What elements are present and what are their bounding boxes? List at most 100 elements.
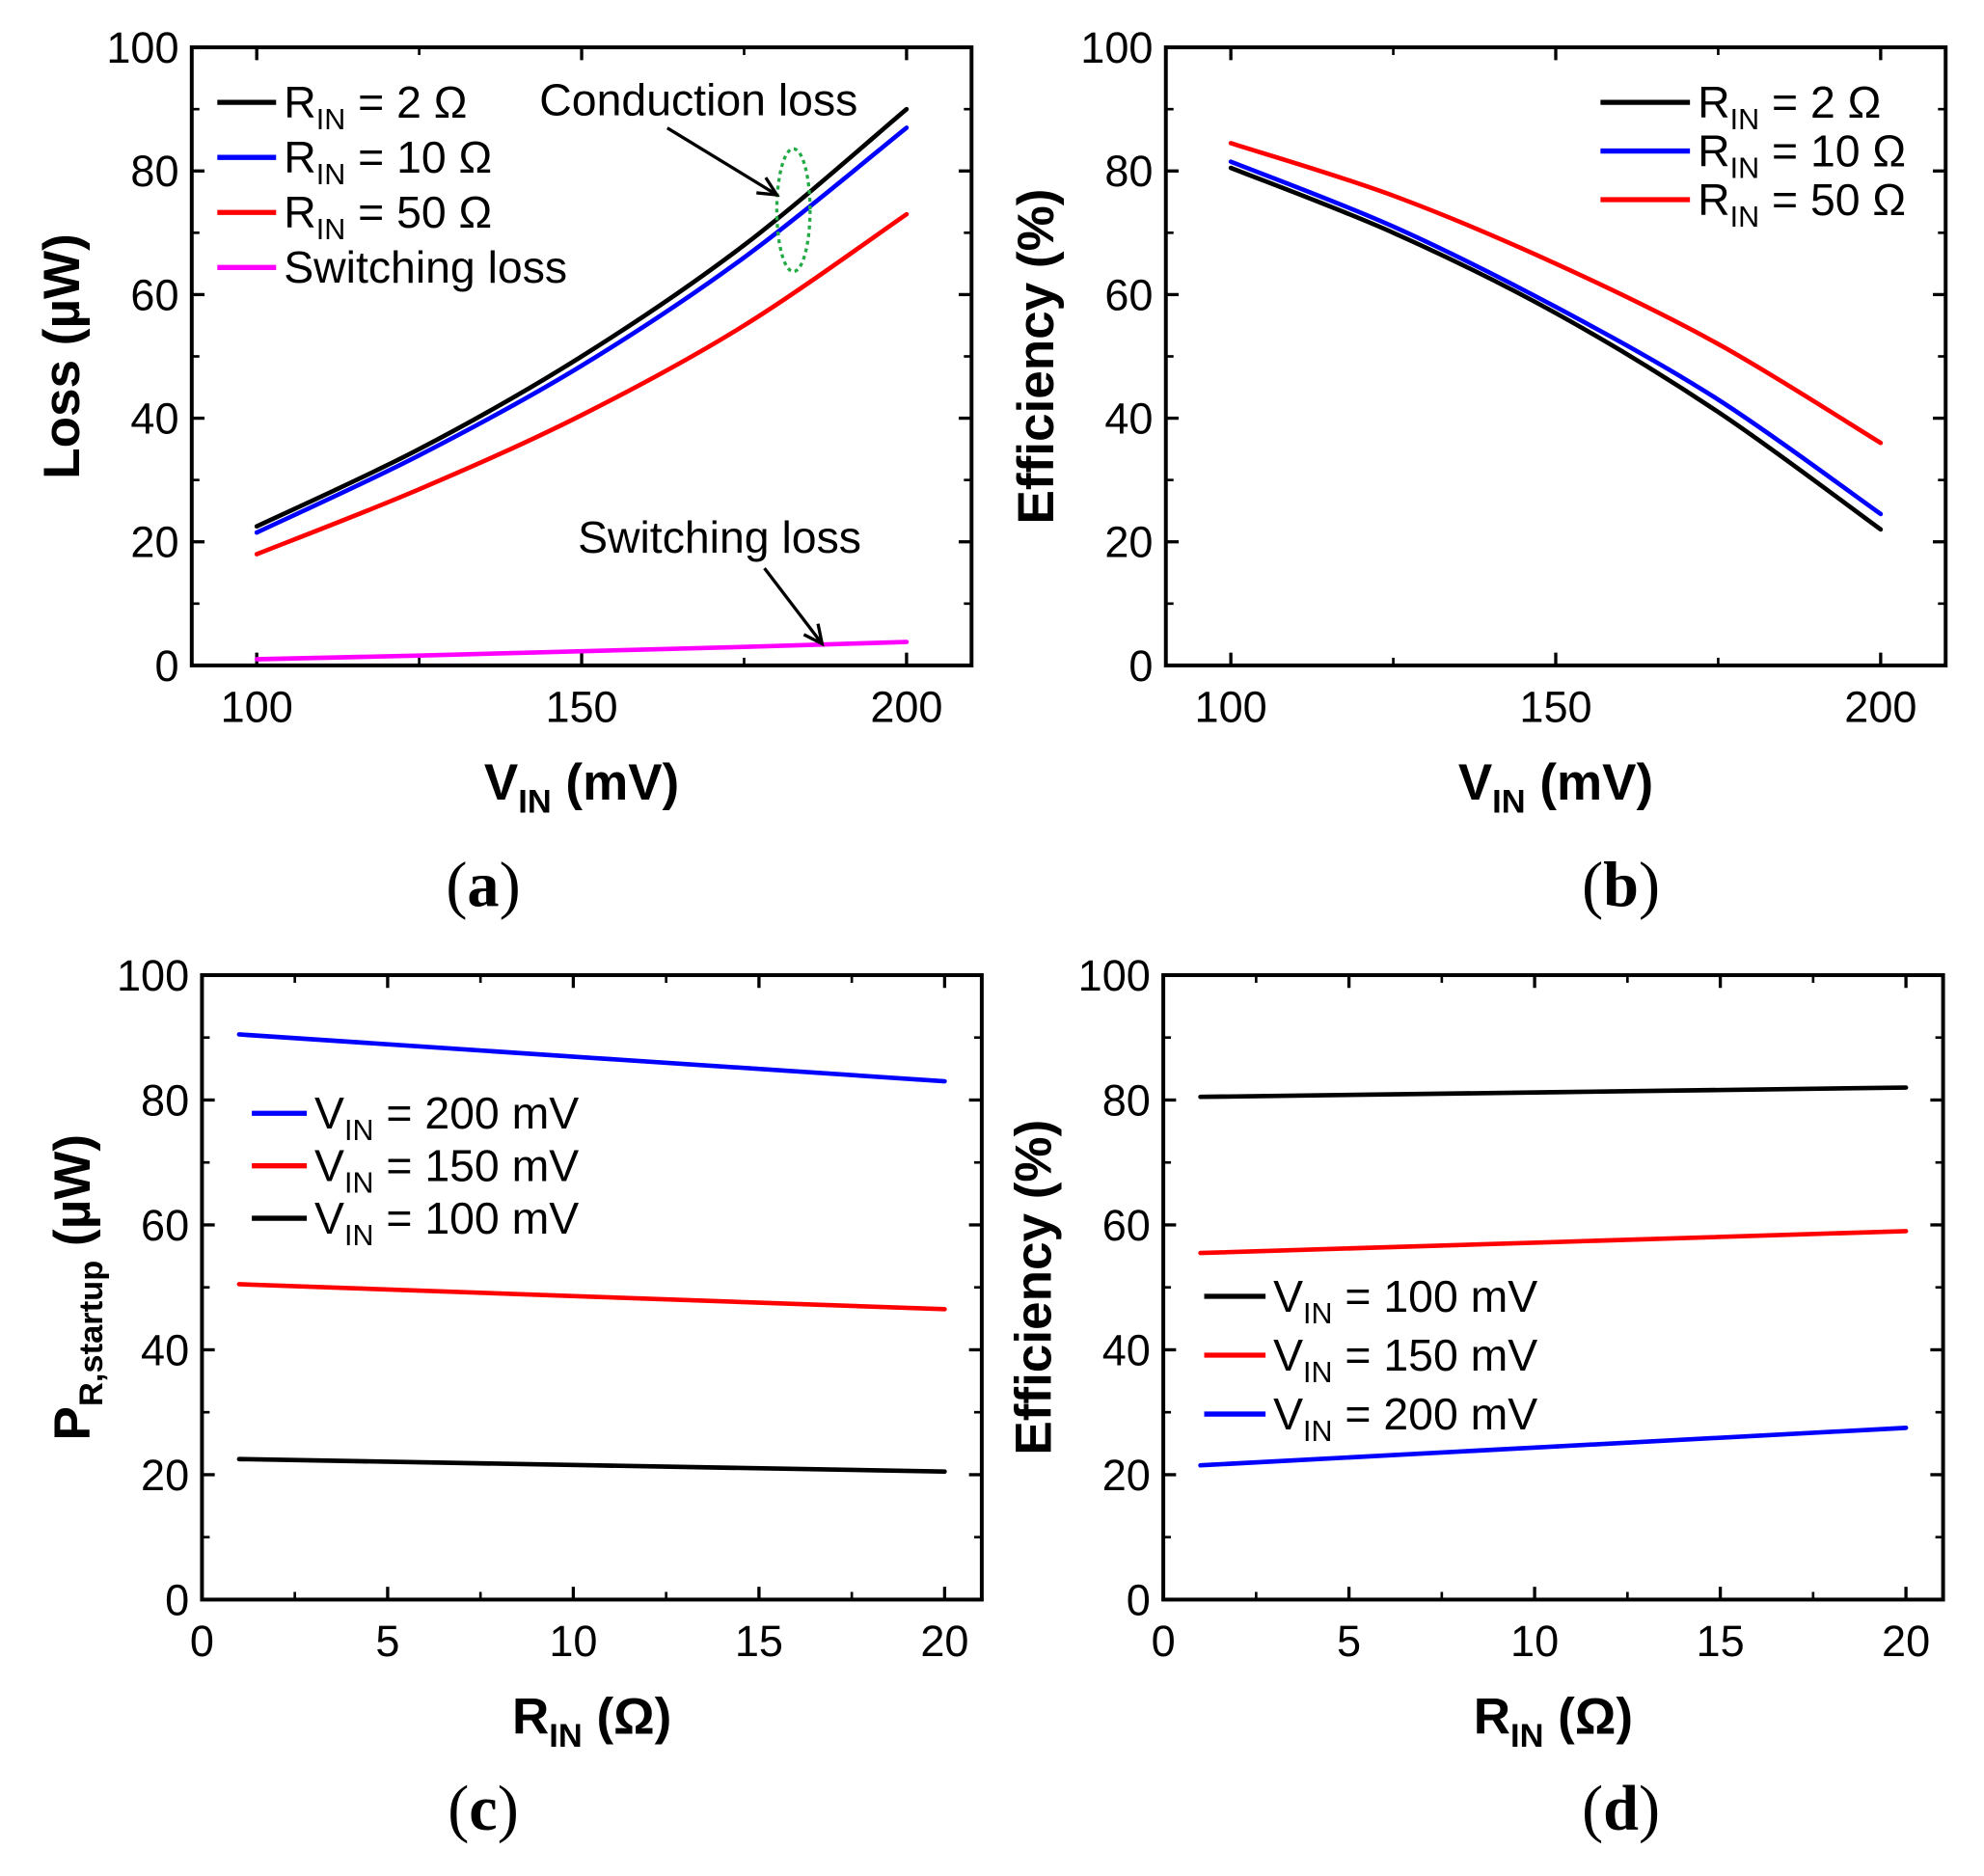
series-line-1	[1228, 159, 1884, 517]
legend-entry-rest: = 200 mV	[1333, 1389, 1538, 1439]
series-line-1	[254, 125, 910, 535]
x-axis-title-rest: (Ω)	[1543, 1689, 1633, 1746]
series-line-2	[1198, 1426, 1909, 1468]
x-axis-title-main: V	[484, 754, 519, 811]
annotation-arrow-shaft	[763, 567, 824, 645]
x-tick-label: 10	[549, 1617, 597, 1666]
y-tick-label: 40	[130, 394, 178, 443]
legend-entry-sub: IN	[316, 103, 345, 136]
legend-entry-main: V	[314, 1141, 344, 1191]
x-tick-label: 200	[1844, 682, 1916, 731]
y-tick-label: 60	[130, 270, 178, 319]
y-tick-label: 20	[1102, 1451, 1151, 1500]
y-tick-label: 60	[141, 1201, 189, 1250]
legend-entry: RIN = 50 Ω	[284, 187, 492, 246]
y-tick-label: 20	[130, 518, 178, 567]
legend-entry-sub: IN	[1730, 151, 1759, 184]
y-tick-label: 80	[1104, 147, 1153, 196]
x-axis-title-main: V	[1458, 754, 1493, 811]
y-axis-title-sub: R,startup	[73, 1261, 110, 1406]
panel-caption-close: )	[498, 1774, 519, 1844]
legend-entry: VIN = 100 mV	[1273, 1271, 1537, 1330]
y-axis-title-rest: (µW)	[44, 1134, 101, 1261]
series-line-0	[1198, 1085, 1909, 1100]
x-tick-label: 10	[1510, 1617, 1559, 1666]
panel-caption-open: (	[448, 1774, 469, 1844]
panel-caption-close: )	[1639, 850, 1660, 920]
legend-entry-sub: IN	[1730, 103, 1759, 136]
x-axis-title-rest: (mV)	[552, 754, 680, 811]
annotation-ellipse	[775, 147, 812, 274]
x-tick-label: 5	[1337, 1617, 1361, 1666]
panel-caption-open: (	[1582, 850, 1603, 920]
panel-caption: (b)	[1582, 850, 1660, 920]
legend-entry-main: R	[284, 77, 315, 127]
legend-entry: RIN = 10 Ω	[1698, 125, 1906, 184]
panel-caption-open: (	[446, 850, 467, 920]
x-tick-label: 0	[1152, 1617, 1176, 1666]
legend-entry: RIN = 2 Ω	[284, 77, 467, 136]
legend-entry-main: Switching loss	[284, 242, 567, 292]
legend-entry-sub: IN	[1303, 1297, 1332, 1330]
legend-entry-main: R	[1698, 125, 1729, 176]
x-tick-label: 150	[545, 682, 617, 731]
series-line-1	[1198, 1229, 1909, 1256]
y-tick-label: 20	[1104, 518, 1153, 567]
legend-entry-rest: = 100 mV	[373, 1193, 579, 1243]
y-tick-label: 100	[1080, 23, 1153, 72]
legend-entry-main: R	[284, 187, 315, 237]
legend-entry-rest: = 50 Ω	[345, 187, 492, 237]
x-tick-label: 20	[1882, 1617, 1930, 1666]
y-tick-label: 60	[1102, 1201, 1151, 1250]
annotation-arrow-shaft	[666, 126, 778, 197]
y-tick-label: 100	[117, 951, 189, 1000]
legend-entry-main: R	[1698, 175, 1729, 225]
legend-entry: RIN = 2 Ω	[1698, 77, 1881, 136]
legend-entry: RIN = 10 Ω	[284, 132, 492, 191]
legend-entry-sub: IN	[1303, 1356, 1332, 1389]
legend-entry-sub: IN	[344, 1114, 373, 1147]
series-line-0	[236, 1032, 947, 1084]
y-tick-label: 100	[1078, 951, 1151, 1000]
legend-entry-rest: = 2 Ω	[345, 77, 467, 127]
legend-entry-sub: IN	[316, 213, 345, 246]
x-axis-title-sub: IN	[1492, 783, 1525, 820]
legend-entry-main: R	[1698, 77, 1729, 127]
legend-entry: VIN = 200 mV	[314, 1088, 579, 1147]
annotation-label: Switching loss	[578, 512, 861, 562]
series-line-0	[1228, 165, 1884, 532]
y-axis-title-main: Loss (µW)	[34, 233, 91, 479]
y-tick-label: 20	[141, 1451, 189, 1500]
panel-caption: (a)	[446, 850, 520, 920]
y-tick-label: 80	[1102, 1075, 1151, 1125]
x-axis-title-main: R	[512, 1689, 549, 1746]
y-tick-label: 60	[1104, 270, 1153, 319]
legend-entry-rest: = 10 Ω	[1759, 125, 1906, 176]
legend-entry-rest: = 10 Ω	[345, 132, 492, 182]
legend-entry-main: V	[314, 1193, 344, 1243]
legend-entry-sub: IN	[1303, 1415, 1332, 1448]
legend-entry: VIN = 200 mV	[1273, 1389, 1537, 1448]
annotation-arrow-head	[756, 177, 780, 197]
legend-entry-rest: = 2 Ω	[1759, 77, 1881, 127]
panel-caption-close: )	[1639, 1774, 1660, 1844]
panel-caption-letter: d	[1603, 1774, 1639, 1844]
legend-entry-rest: = 200 mV	[373, 1088, 579, 1138]
legend-entry-sub: IN	[1730, 201, 1759, 233]
y-axis-title: Efficiency (%)	[1008, 189, 1065, 525]
legend-entry-main: V	[1273, 1389, 1303, 1439]
y-tick-label: 0	[154, 641, 178, 691]
x-axis-title-sub: IN	[549, 1718, 582, 1754]
x-tick-label: 20	[920, 1617, 968, 1666]
y-axis-title: Efficiency (%)	[1005, 1120, 1062, 1455]
y-tick-label: 80	[141, 1075, 189, 1125]
legend-entry-sub: IN	[344, 1167, 373, 1200]
legend-entry: VIN = 150 mV	[314, 1141, 579, 1200]
